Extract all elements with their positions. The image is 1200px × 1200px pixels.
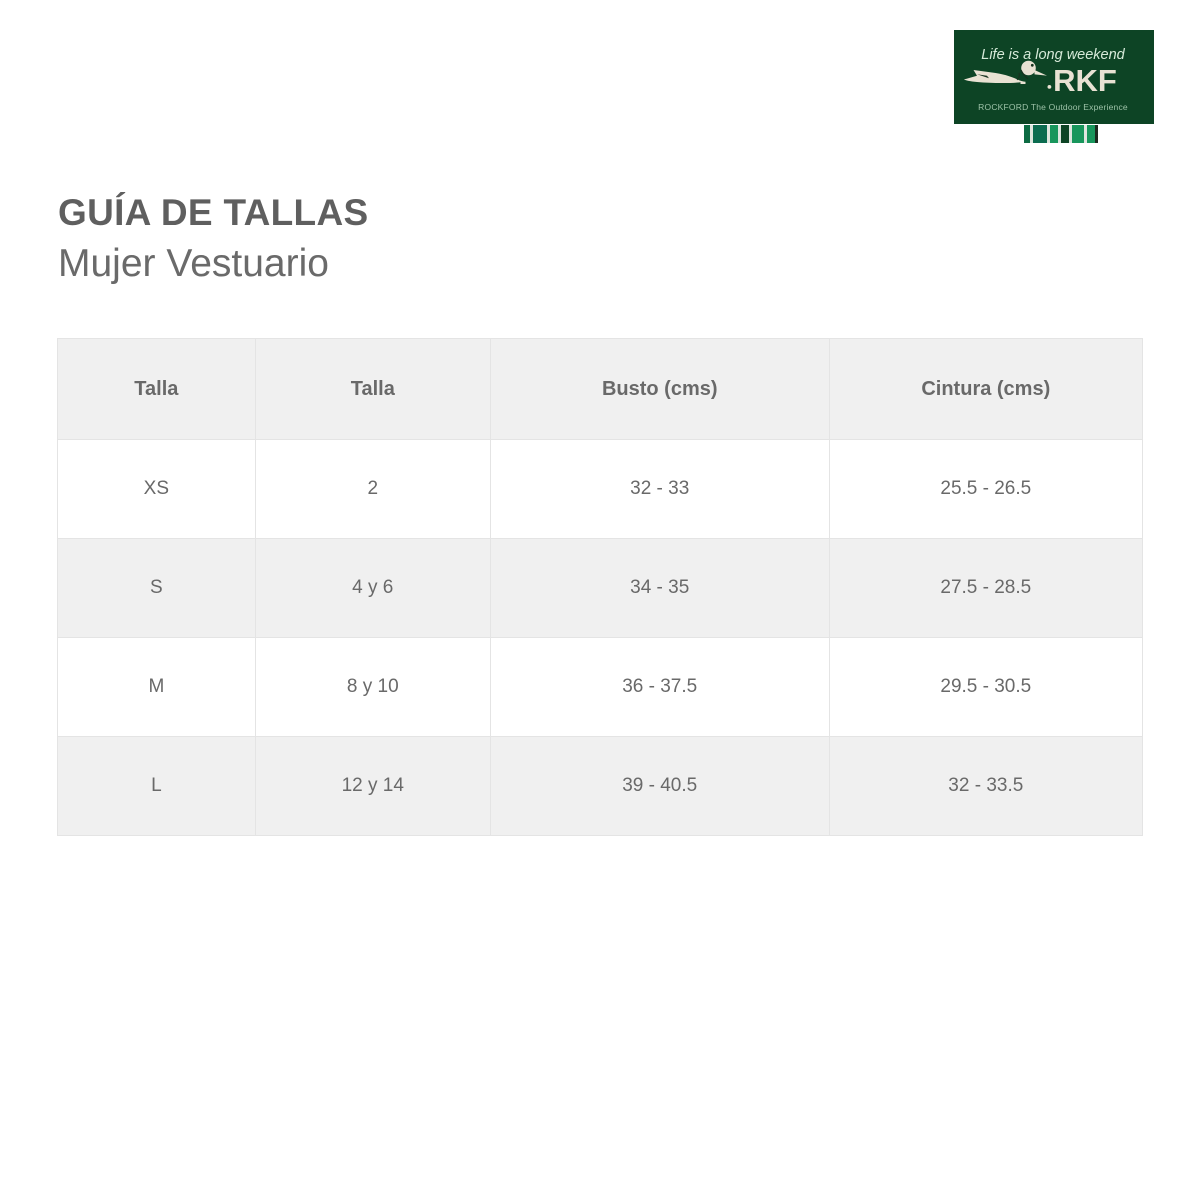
svg-text:RKF: RKF: [1053, 63, 1117, 98]
svg-text:ROCKFORD The Outdoor Experienc: ROCKFORD The Outdoor Experience: [978, 102, 1128, 112]
svg-text:Life is a long weekend: Life is a long weekend: [981, 47, 1125, 63]
